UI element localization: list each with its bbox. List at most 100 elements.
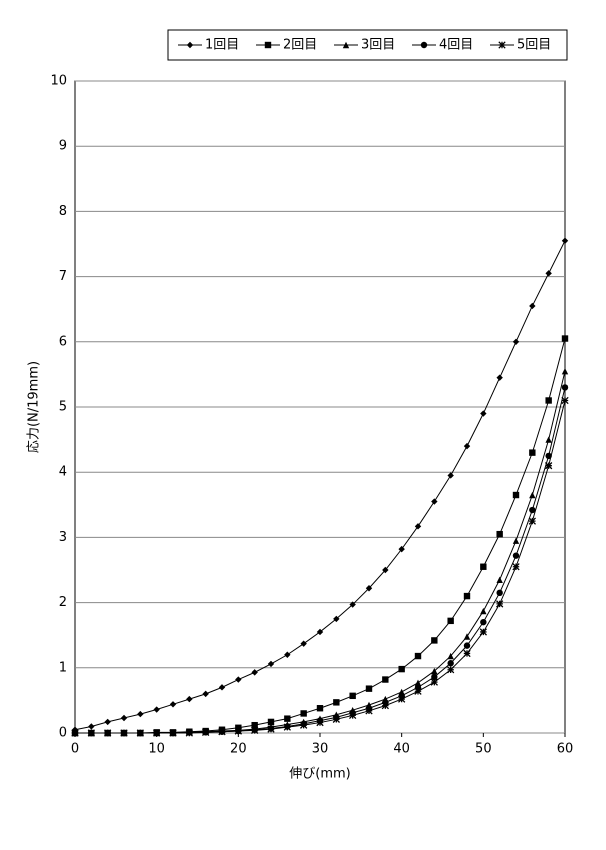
marker [137,730,143,736]
marker [104,719,110,725]
marker [447,472,453,478]
marker [562,335,568,341]
marker [513,564,519,570]
marker [496,590,502,596]
marker [137,711,143,717]
marker [513,537,519,543]
y-tick-label: 10 [50,74,67,89]
marker [480,410,486,416]
marker [529,303,535,309]
marker [333,699,339,705]
marker [562,238,568,244]
marker [333,716,339,722]
marker [431,498,437,504]
y-tick-label: 9 [59,139,67,154]
marker [398,696,404,702]
marker [545,462,551,468]
marker [104,730,110,736]
marker [545,270,551,276]
x-tick-label: 50 [475,742,492,757]
marker [235,676,241,682]
marker [349,693,355,699]
series-line [75,339,565,733]
legend-label: 5回目 [517,38,551,53]
y-tick-label: 2 [59,595,67,610]
marker [235,728,241,734]
marker [170,730,176,736]
legend-label: 1回目 [205,38,239,53]
marker [499,42,505,48]
marker [415,688,421,694]
marker [480,629,486,635]
marker [464,633,470,639]
marker [366,708,372,714]
marker [121,730,127,736]
series-line [75,371,565,733]
marker [513,492,519,498]
y-tick-label: 0 [59,726,67,741]
marker [300,722,306,728]
marker [431,637,437,643]
marker [496,577,502,583]
marker [513,552,519,558]
marker [529,492,535,498]
x-tick-label: 60 [557,742,574,757]
series-line [75,387,565,733]
marker [88,730,94,736]
y-tick-label: 6 [59,334,67,349]
marker [186,730,192,736]
marker [398,666,404,672]
marker [153,706,159,712]
marker [529,449,535,455]
marker [268,726,274,732]
marker [382,676,388,682]
marker [382,702,388,708]
y-axis-title: 応力(N/19mm) [27,361,42,453]
marker [496,601,502,607]
marker [464,443,470,449]
x-tick-label: 0 [71,742,79,757]
marker [464,593,470,599]
x-axis-title: 伸び(mm) [289,767,350,782]
marker [464,650,470,656]
marker [447,667,453,673]
marker [496,531,502,537]
marker [464,642,470,648]
marker [251,669,257,675]
legend-label: 3回目 [361,38,395,53]
marker [529,518,535,524]
marker [284,724,290,730]
x-tick-label: 20 [230,742,247,757]
y-tick-label: 8 [59,204,67,219]
x-tick-label: 30 [312,742,329,757]
marker [88,723,94,729]
marker [284,652,290,658]
series-line [75,241,565,730]
marker [366,685,372,691]
marker [431,679,437,685]
marker [480,564,486,570]
marker [219,684,225,690]
marker [562,397,568,403]
y-tick-label: 7 [59,269,67,284]
marker [300,710,306,716]
legend-label: 2回目 [283,38,317,53]
x-tick-label: 40 [393,742,410,757]
marker [170,701,176,707]
y-tick-label: 1 [59,660,67,675]
marker [219,728,225,734]
x-tick-label: 10 [148,742,165,757]
marker [447,660,453,666]
marker [317,705,323,711]
marker [268,661,274,667]
marker [480,619,486,625]
y-tick-label: 3 [59,530,67,545]
series-line [75,400,565,733]
legend-label: 4回目 [439,38,473,53]
marker [421,42,427,48]
marker [72,730,78,736]
marker [447,618,453,624]
marker [153,730,159,736]
